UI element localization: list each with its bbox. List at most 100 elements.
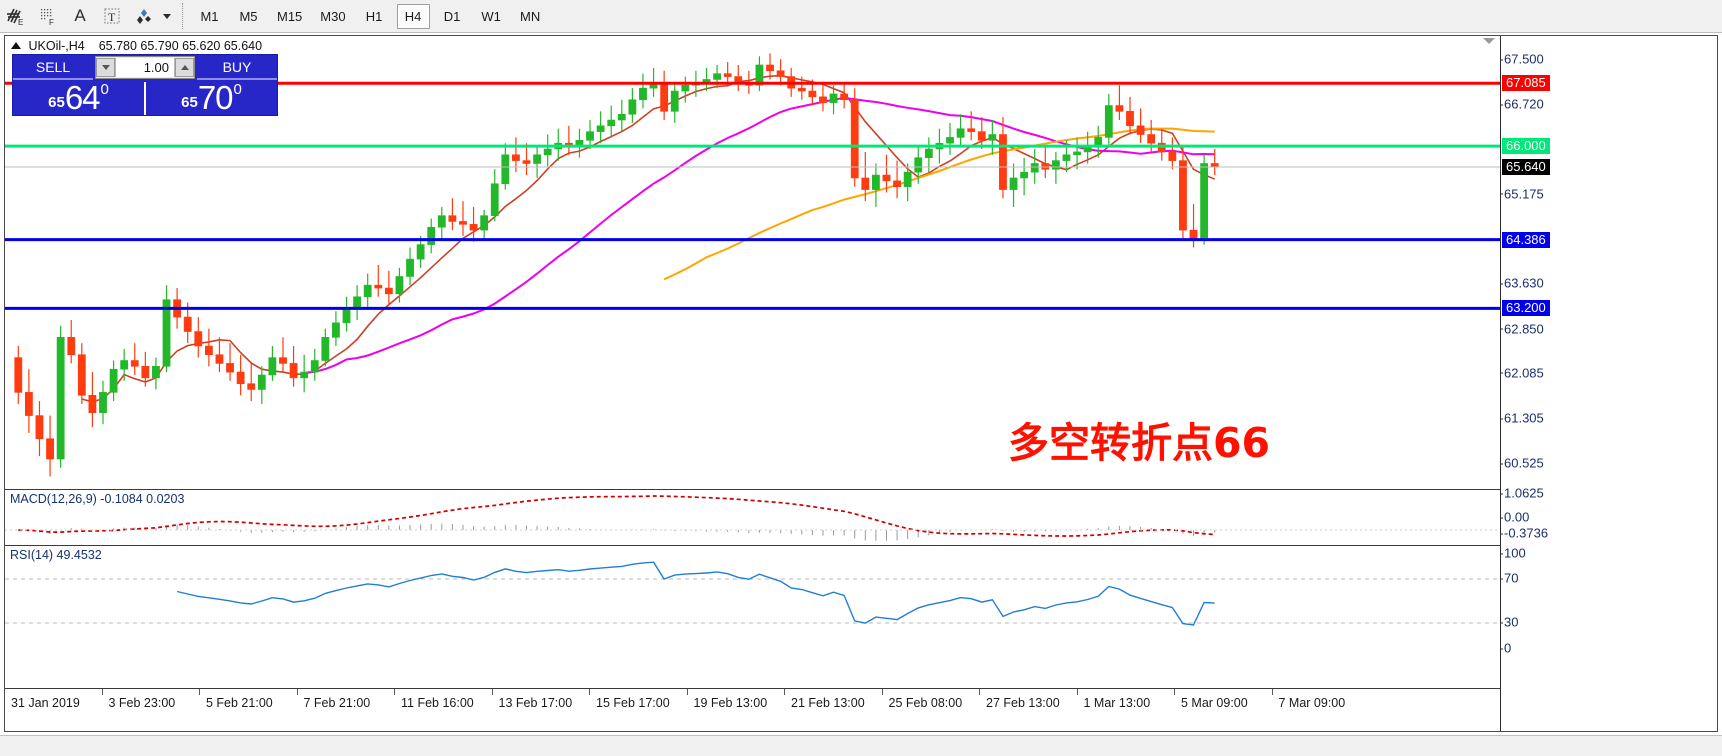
support-line-label: 63.200 — [1502, 300, 1550, 317]
time-tick-mark — [784, 689, 785, 695]
macd-tick: 1.0625 — [1500, 485, 1544, 501]
last-price-label: 65.640 — [1502, 158, 1550, 175]
volume-increment-icon[interactable] — [175, 58, 194, 77]
macd-signal-line — [18, 495, 1215, 537]
volume-decrement-icon[interactable] — [96, 58, 115, 77]
time-tick: 3 Feb 23:00 — [108, 696, 176, 710]
time-tick-mark — [199, 689, 200, 695]
rsi-tick: 70 — [1499, 570, 1519, 586]
price-tick: 65.175 — [1500, 186, 1544, 202]
one-click-trading-panel[interactable]: SELL 1.00 BUY 65 64 0 65 70 0 — [12, 54, 278, 116]
time-tick: 15 Feb 17:00 — [596, 696, 670, 710]
moving-average-1 — [304, 96, 1215, 374]
bottom-scroll-strip[interactable] — [0, 735, 1722, 756]
rsi-pane[interactable]: RSI(14) 49.4532 — [5, 545, 1500, 655]
buy-button[interactable]: BUY — [197, 55, 277, 80]
time-tick-mark — [881, 689, 883, 695]
volume-input[interactable]: 1.00 — [115, 58, 175, 77]
chart-symbol-label: UKOil-,H4 — [28, 39, 85, 53]
timeframe-group: M1 M5 M15 M30 H1 H4 D1 W1 MN — [190, 3, 550, 29]
price-axis[interactable]: 67.500 66.720 65.175 63.630 62.850 62.085 61.3… — [1499, 36, 1717, 731]
chart-symbol-header: UKOil-,H4 65.780 65.790 65.620 65.640 — [11, 39, 262, 53]
chart-ohlc-values: 65.780 65.790 65.620 65.640 — [98, 39, 263, 53]
time-tick: 25 Feb 08:00 — [888, 696, 963, 710]
oct-divider — [144, 82, 146, 115]
price-tick: 61.305 — [1500, 410, 1544, 426]
timeframe-m30[interactable]: M30 — [320, 8, 346, 24]
oct-top-row: SELL 1.00 BUY — [13, 55, 277, 80]
chart-annotation-text: 多空转折点66 — [1008, 419, 1271, 467]
macd-histogram — [28, 523, 1216, 541]
time-tick: 31 Jan 2019 — [11, 696, 80, 710]
time-tick: 7 Feb 21:00 — [303, 696, 371, 710]
price-tick: 67.500 — [1500, 51, 1544, 67]
buy-price-display[interactable]: 65 70 0 — [146, 80, 277, 115]
time-tick: 5 Mar 09:00 — [1181, 696, 1248, 710]
time-tick: 1 Mar 13:00 — [1083, 696, 1151, 710]
sell-price-main: 64 — [64, 79, 101, 116]
timeframe-d1[interactable]: D1 — [443, 8, 461, 24]
timeframe-m15[interactable]: M15 — [277, 8, 303, 24]
resistance-line-label: 67.085 — [1502, 75, 1550, 92]
time-tick: 7 Mar 09:00 — [1278, 696, 1346, 710]
rsi-tick: 30 — [1499, 614, 1519, 630]
text-label-icon[interactable]: A — [74, 6, 86, 25]
time-tick-mark — [979, 689, 980, 695]
time-tick: 5 Feb 21:00 — [206, 696, 273, 710]
price-tick: 63.630 — [1500, 275, 1544, 291]
volume-stepper[interactable]: 1.00 — [95, 56, 195, 79]
drawing-tools-dropdown-caret[interactable] — [160, 1, 174, 32]
sell-button[interactable]: SELL — [13, 55, 93, 80]
rsi-canvas — [5, 561, 1500, 626]
price-tick: 62.850 — [1500, 321, 1544, 337]
buy-price-main: 70 — [197, 79, 234, 116]
macd-pane[interactable]: MACD(12,26,9) -0.1084 0.0203 — [5, 489, 1500, 544]
pivot-line-label: 66.000 — [1502, 138, 1550, 155]
svg-text:E: E — [18, 18, 23, 27]
time-tick-mark — [101, 689, 103, 695]
text-object-icon[interactable]: T — [96, 1, 128, 32]
timeframe-m1[interactable]: M1 — [200, 8, 219, 24]
sell-price-prefix: 65 — [48, 94, 65, 111]
time-tick-mark — [1076, 689, 1078, 695]
moving-average-2 — [663, 127, 1215, 281]
time-tick: 21 Feb 13:00 — [791, 696, 865, 710]
chart-area[interactable]: 多空转折点66 MACD(12,26,9) -0.1084 0.0203 RSI… — [4, 35, 1718, 732]
crosshair-grid-icon[interactable]: F — [32, 1, 64, 32]
chevron-down-icon[interactable] — [1483, 38, 1495, 44]
price-tick: 66.720 — [1500, 96, 1544, 112]
indicators-icon[interactable]: E — [0, 1, 32, 32]
time-tick: 19 Feb 13:00 — [693, 696, 768, 710]
timeframe-h1[interactable]: H1 — [365, 8, 383, 24]
drawing-tools-icon[interactable] — [128, 1, 160, 32]
sell-price-display[interactable]: 65 64 0 — [13, 80, 144, 115]
svg-text:F: F — [49, 18, 54, 27]
toolbar-separator — [182, 3, 184, 29]
rsi-title: RSI(14) 49.4532 — [10, 548, 102, 562]
timeframe-h4[interactable]: H4 — [396, 3, 430, 29]
buy-price-prefix: 65 — [181, 94, 198, 111]
macd-canvas — [5, 495, 1500, 541]
support-line-label: 64.386 — [1502, 231, 1550, 248]
time-tick-mark — [491, 689, 493, 695]
timeframe-mn[interactable]: MN — [519, 8, 541, 24]
timeframe-m5[interactable]: M5 — [239, 8, 258, 24]
time-tick: 11 Feb 16:00 — [401, 696, 474, 710]
rsi-line — [176, 561, 1215, 626]
time-tick: 13 Feb 17:00 — [498, 696, 573, 710]
rsi-tick: 100 — [1500, 545, 1526, 561]
time-tick-mark — [394, 689, 395, 695]
svg-text:T: T — [108, 10, 116, 24]
time-tick-mark — [686, 689, 688, 695]
chart-toolbar: E F A T — [0, 0, 1722, 33]
macd-tick: -0.3736 — [1499, 525, 1549, 541]
collapse-triangle-icon[interactable] — [11, 42, 21, 50]
macd-title: MACD(12,26,9) -0.1084 0.0203 — [10, 492, 185, 506]
macd-tick: 0.00 — [1499, 509, 1530, 525]
time-tick-mark — [1174, 689, 1175, 695]
time-tick-mark — [1271, 689, 1273, 695]
time-axis[interactable]: 31 Jan 2019 3 Feb 23:00 5 Feb 21:00 7 Feb 2… — [5, 688, 1717, 731]
oct-price-row: 65 64 0 65 70 0 — [13, 80, 277, 115]
timeframe-w1[interactable]: W1 — [481, 8, 501, 24]
time-tick: 27 Feb 13:00 — [986, 696, 1060, 710]
